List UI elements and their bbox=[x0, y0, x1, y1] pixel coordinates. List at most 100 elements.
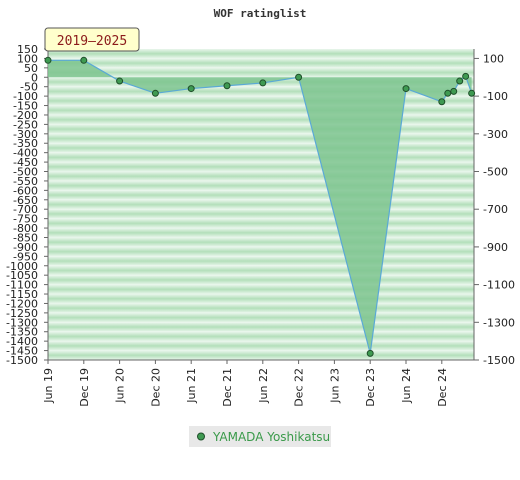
background-band bbox=[48, 246, 474, 257]
background-band bbox=[48, 105, 474, 115]
background-band bbox=[48, 284, 474, 295]
background-band bbox=[48, 152, 474, 163]
background-band bbox=[48, 209, 474, 219]
right-tick-label: -700 bbox=[483, 203, 508, 216]
data-point bbox=[80, 56, 88, 64]
legend-marker bbox=[197, 432, 205, 441]
background-band bbox=[48, 312, 474, 323]
left-tick-label: -50 bbox=[20, 81, 38, 94]
left-tick-label: -1000 bbox=[6, 260, 38, 273]
left-tick-label: -600 bbox=[13, 184, 38, 197]
background-bands bbox=[48, 49, 474, 360]
x-tick-label: Dec 23 bbox=[364, 368, 377, 407]
data-point bbox=[295, 73, 303, 81]
background-band bbox=[48, 322, 474, 332]
series-line bbox=[48, 59, 473, 354]
background-band bbox=[48, 256, 474, 266]
left-tick-label: 150 bbox=[17, 43, 38, 56]
left-tick-label: 100 bbox=[17, 52, 38, 65]
data-point bbox=[44, 56, 52, 64]
left-tick-label: -500 bbox=[13, 166, 38, 179]
x-tick-label: Jun 23 bbox=[328, 368, 341, 404]
x-axis: Jun 19 Dec 19 Jun 20 Dec 20 Jun 21 Dec 21 Jun … bbox=[42, 359, 474, 407]
data-point bbox=[402, 85, 410, 93]
data-point bbox=[259, 79, 267, 87]
x-tick-label: Dec 19 bbox=[78, 368, 91, 407]
right-tick-label: -300 bbox=[483, 128, 508, 141]
left-tick-label: -250 bbox=[13, 118, 38, 131]
data-point bbox=[450, 87, 458, 95]
background-band bbox=[48, 294, 474, 304]
left-tick-label: -700 bbox=[13, 203, 38, 216]
data-point bbox=[366, 349, 374, 357]
left-tick-label: -1300 bbox=[6, 316, 38, 329]
left-tick-label: -550 bbox=[13, 175, 38, 188]
series-fill bbox=[48, 60, 472, 354]
data-point bbox=[116, 77, 124, 85]
background-band bbox=[48, 228, 474, 238]
background-band bbox=[48, 237, 474, 247]
background-band bbox=[48, 350, 474, 360]
series-area bbox=[44, 56, 476, 357]
left-tick-label: -150 bbox=[13, 100, 38, 113]
right-tick-label: -1100 bbox=[483, 279, 515, 292]
right-axis: 100 -100 -300 -500 -700 -900 -1100 -1300 -1500 bbox=[473, 49, 515, 367]
background-band bbox=[48, 331, 474, 342]
left-tick-label: -950 bbox=[13, 250, 38, 263]
right-tick-label: -1500 bbox=[483, 354, 515, 367]
background-band bbox=[48, 162, 474, 172]
x-tick-label: Jun 21 bbox=[185, 368, 198, 404]
right-tick-label: -1300 bbox=[483, 316, 515, 329]
left-tick-label: -450 bbox=[13, 156, 38, 169]
background-band bbox=[48, 86, 474, 97]
left-tick-label: -400 bbox=[13, 147, 38, 160]
left-tick-label: -1400 bbox=[6, 335, 38, 348]
left-tick-label: -300 bbox=[13, 128, 38, 141]
period-label: 2019–2025 bbox=[57, 34, 127, 49]
background-band bbox=[48, 341, 474, 351]
left-tick-label: -800 bbox=[13, 222, 38, 235]
x-tick-label: Jun 20 bbox=[114, 368, 127, 404]
left-tick-label: 50 bbox=[24, 62, 38, 75]
left-tick-label: -650 bbox=[13, 194, 38, 207]
left-tick-label: -1200 bbox=[6, 297, 38, 310]
left-tick-label: 0 bbox=[31, 71, 38, 84]
left-tick-label: -1150 bbox=[6, 288, 38, 301]
left-tick-label: -1050 bbox=[6, 269, 38, 282]
background-band bbox=[48, 133, 474, 144]
background-band bbox=[48, 265, 474, 276]
left-tick-label: -900 bbox=[13, 241, 38, 254]
background-band bbox=[48, 49, 474, 59]
data-point bbox=[456, 77, 464, 85]
x-tick-label: Jun 24 bbox=[400, 368, 413, 404]
chart-title: WOF ratinglist bbox=[214, 7, 307, 20]
right-tick-label: -100 bbox=[483, 90, 508, 103]
left-axis: 150100500-50-100-150-200-250-300-350-400… bbox=[6, 43, 49, 367]
background-band bbox=[48, 180, 474, 191]
background-band bbox=[48, 218, 474, 229]
left-tick-label: -850 bbox=[13, 231, 38, 244]
right-tick-label: 100 bbox=[483, 52, 504, 65]
data-point bbox=[151, 89, 159, 97]
background-band bbox=[48, 171, 474, 181]
left-tick-label: -350 bbox=[13, 137, 38, 150]
x-tick-label: Jun 19 bbox=[42, 368, 55, 404]
x-tick-label: Dec 21 bbox=[221, 368, 234, 407]
period-label-box: 2019–2025 bbox=[44, 27, 140, 52]
background-band bbox=[48, 96, 474, 106]
x-tick-label: Dec 20 bbox=[149, 368, 162, 407]
left-tick-label: -200 bbox=[13, 109, 38, 122]
background-band bbox=[48, 114, 474, 125]
left-tick-label: -100 bbox=[13, 90, 38, 103]
background-band bbox=[48, 199, 474, 210]
background-band bbox=[48, 190, 474, 200]
x-tick-label: Dec 24 bbox=[436, 368, 449, 407]
x-tick-label: Dec 22 bbox=[293, 368, 306, 407]
left-tick-label: -1100 bbox=[6, 279, 38, 292]
left-tick-label: -1250 bbox=[6, 307, 38, 320]
background-band bbox=[48, 143, 474, 153]
data-point bbox=[462, 72, 470, 80]
background-band bbox=[48, 67, 474, 78]
data-point bbox=[444, 89, 452, 97]
